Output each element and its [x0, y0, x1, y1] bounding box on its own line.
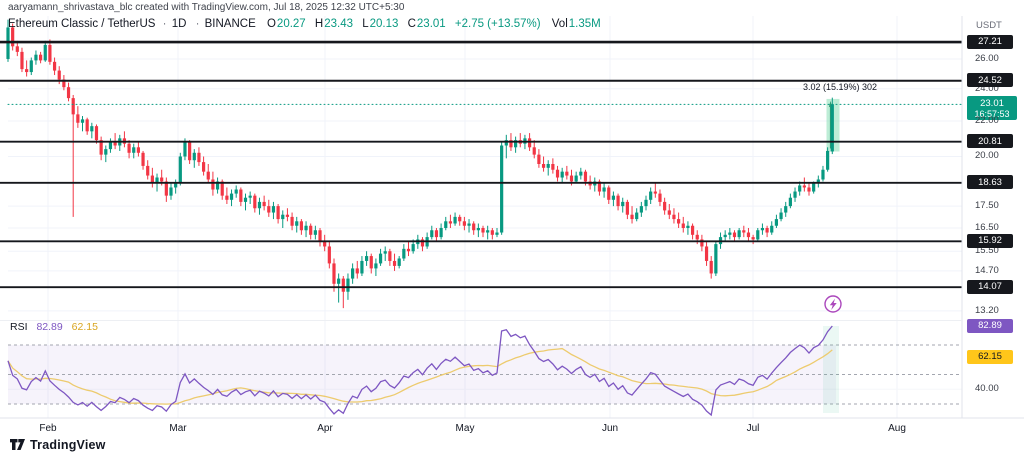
rsi-ma-value: 62.15 [71, 321, 98, 333]
axis-grid-label: 24.00 [975, 82, 999, 94]
level-price-badge: 14.07 [967, 279, 1013, 294]
legend-separator: · [195, 18, 200, 30]
bar-countdown: 16:57:53 [974, 108, 1010, 119]
level-price-badge: 20.81 [967, 134, 1013, 149]
close-key: C [407, 18, 416, 30]
symbol-legend: Ethereum Classic / TetherUS · 1D · BINAN… [8, 18, 603, 30]
flash-marker-icon[interactable] [824, 295, 842, 313]
measure-tool-label: 3.02 (15.19%) 302 [802, 82, 878, 92]
grid [8, 16, 962, 418]
volume-value: 1.35M [568, 18, 601, 30]
month-label-apr: Apr [317, 423, 333, 434]
exchange-label: BINANCE [204, 18, 256, 30]
volume-key: Vol [551, 18, 568, 30]
rsi-legend: RSI 82.89 62.15 [10, 321, 98, 333]
tradingview-logo-text: TradingView [30, 438, 106, 452]
symbol-title[interactable]: Ethereum Classic / TetherUS [8, 18, 156, 30]
level-price-badge: 27.21 [967, 34, 1013, 49]
close-value: 23.01 [416, 18, 446, 30]
rsi-ma-line [7, 347, 833, 405]
month-label-aug: Aug [888, 423, 906, 434]
level-price-badge: 15.92 [967, 233, 1013, 248]
rsi-label: RSI [10, 321, 28, 333]
axis-grid-label: 17.50 [975, 200, 999, 212]
tradingview-logo[interactable]: TradingView [10, 438, 106, 452]
axis-grid-label: 22.00 [975, 115, 999, 127]
month-label-jul: Jul [746, 423, 760, 434]
attribution-text: aaryamann_shrivastava_blc created with T… [8, 2, 405, 13]
interval-label[interactable]: 1D [171, 18, 187, 30]
axis-grid-label: 26.00 [975, 52, 999, 64]
month-label-feb: Feb [39, 423, 57, 434]
open-value: 20.27 [276, 18, 306, 30]
tradingview-logo-icon [10, 439, 25, 450]
change-value: +2.75 (+13.57%) [454, 18, 541, 30]
axis-currency-label: USDT [976, 20, 1002, 31]
last-price-badge: 23.01 16:57:53 [967, 96, 1017, 121]
axis-grid-label: 13.20 [975, 304, 999, 316]
horizontal-level-lines[interactable] [0, 40, 962, 289]
month-label-may: May [455, 423, 475, 434]
axis-grid-label: 16.50 [975, 221, 999, 233]
rsi-value: 82.89 [36, 321, 63, 333]
rsi-value-badge: 82.89 [967, 318, 1013, 333]
month-label-mar: Mar [169, 423, 187, 434]
rsi-line [7, 325, 833, 417]
level-price-badge: 24.52 [967, 73, 1013, 88]
axis-grid-label: 15.50 [975, 245, 999, 257]
candlestick-series[interactable] [6, 19, 834, 309]
rsi-grid-label: 40.00 [975, 383, 999, 395]
price-axis[interactable]: USDT 23.01 16:57:53 26.00 24.00 22.00 20.00… [962, 0, 1024, 418]
level-price-badge: 18.63 [967, 175, 1013, 190]
high-key: H [314, 18, 324, 30]
last-price-value: 23.01 [980, 97, 1004, 109]
low-key: L [362, 18, 369, 30]
month-label-jun: Jun [601, 423, 619, 434]
axis-grid-label: 20.00 [975, 150, 999, 162]
rsi-ma-badge: 62.15 [967, 349, 1013, 364]
low-value: 20.13 [369, 18, 399, 30]
legend-separator: · [162, 18, 167, 30]
rsi-band [8, 326, 960, 413]
open-key: O [266, 18, 276, 30]
axis-grid-label: 14.70 [975, 264, 999, 276]
high-value: 23.43 [324, 18, 353, 30]
